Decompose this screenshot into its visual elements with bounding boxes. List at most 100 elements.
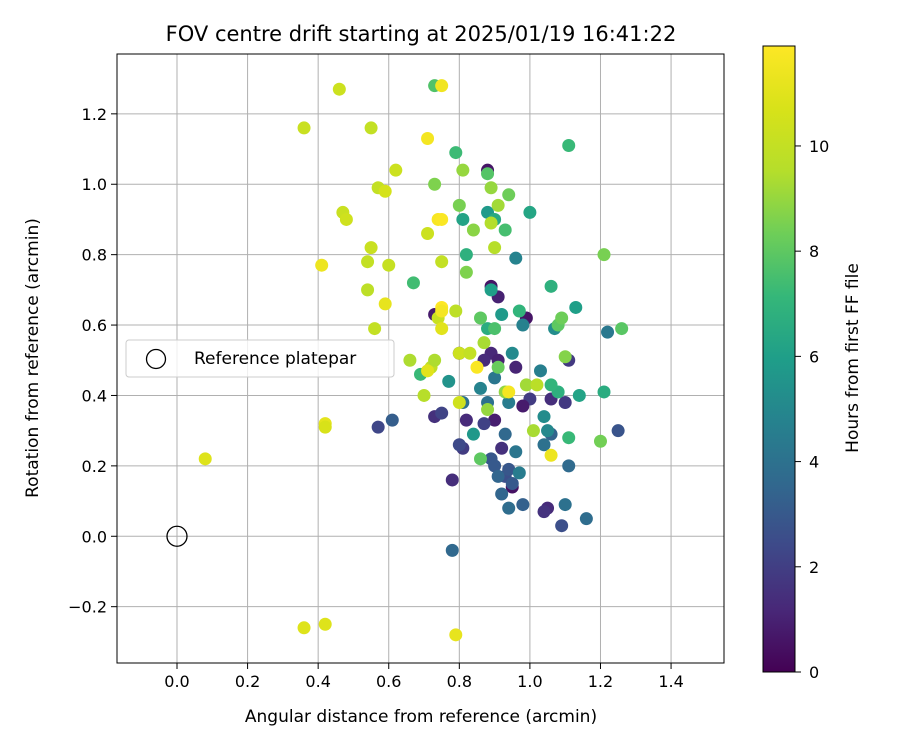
data-point xyxy=(466,223,480,237)
data-point xyxy=(449,146,463,160)
data-point xyxy=(435,406,449,420)
data-point xyxy=(615,322,629,336)
data-point xyxy=(456,163,470,177)
y-tick-label: 0.0 xyxy=(82,527,107,546)
data-point xyxy=(502,188,516,202)
data-point xyxy=(558,498,572,512)
data-point xyxy=(512,466,526,480)
data-point xyxy=(452,438,466,452)
reference-marker xyxy=(166,525,188,547)
data-point xyxy=(537,505,551,519)
data-point xyxy=(297,121,311,135)
data-point xyxy=(488,322,502,336)
data-point xyxy=(463,346,477,360)
data-point xyxy=(339,212,353,226)
data-point xyxy=(509,360,523,374)
data-point xyxy=(530,378,544,392)
legend: Reference platepar xyxy=(125,339,395,378)
data-point xyxy=(502,501,516,515)
data-point xyxy=(297,621,311,635)
data-point xyxy=(459,265,473,279)
data-point xyxy=(601,325,615,339)
data-point xyxy=(541,424,555,438)
data-point xyxy=(332,82,346,96)
data-point xyxy=(435,255,449,269)
data-point xyxy=(498,427,512,441)
data-point xyxy=(544,378,558,392)
data-point xyxy=(558,396,572,410)
data-point xyxy=(417,388,431,402)
data-point xyxy=(435,304,449,318)
data-points xyxy=(198,79,629,642)
data-point xyxy=(442,374,456,388)
data-point xyxy=(361,283,375,297)
data-point xyxy=(488,241,502,255)
data-point xyxy=(371,420,385,434)
data-point xyxy=(361,255,375,269)
data-point xyxy=(488,371,502,385)
data-point xyxy=(435,212,449,226)
data-point xyxy=(435,79,449,93)
colorbar-tick-label: 6 xyxy=(809,347,819,366)
data-point xyxy=(523,205,537,219)
chart-title: FOV centre drift starting at 2025/01/19 … xyxy=(166,22,677,46)
data-point xyxy=(484,216,498,230)
data-point xyxy=(470,360,484,374)
data-point xyxy=(537,410,551,424)
data-point xyxy=(579,512,593,526)
data-point xyxy=(509,445,523,459)
y-axis-label: Rotation from reference (arcmin) xyxy=(23,218,43,498)
data-point xyxy=(502,385,516,399)
colorbar xyxy=(762,45,796,673)
data-point xyxy=(466,427,480,441)
data-point xyxy=(378,184,392,198)
colorbar-tick-label: 8 xyxy=(809,242,819,261)
data-point xyxy=(572,388,586,402)
y-tick-label: 0.4 xyxy=(82,386,107,405)
data-point xyxy=(421,364,435,378)
data-point xyxy=(473,381,487,395)
data-point xyxy=(611,424,625,438)
data-point xyxy=(421,227,435,241)
y-axis-ticks: −0.2 0.0 0.2 0.4 0.6 0.8 1.0 1.2 xyxy=(68,105,117,617)
data-point xyxy=(569,300,583,314)
x-axis-label: Angular distance from reference (arcmin) xyxy=(245,707,597,727)
colorbar-tick-label: 10 xyxy=(809,137,829,156)
data-point xyxy=(555,519,569,533)
data-point xyxy=(406,276,420,290)
data-point xyxy=(481,167,495,181)
data-point xyxy=(364,121,378,135)
y-tick-label: 1.0 xyxy=(82,175,107,194)
data-point xyxy=(364,241,378,255)
data-point xyxy=(495,487,509,501)
data-point xyxy=(488,413,502,427)
data-point xyxy=(526,424,540,438)
data-point xyxy=(555,311,569,325)
data-point xyxy=(505,346,519,360)
legend-box xyxy=(125,339,395,378)
data-point xyxy=(491,198,505,212)
colorbar-label: Hours from first FF file xyxy=(843,263,863,453)
data-point xyxy=(421,131,435,145)
data-point xyxy=(516,498,530,512)
y-tick-label: −0.2 xyxy=(68,598,107,617)
data-point xyxy=(378,297,392,311)
colorbar-tick-label: 4 xyxy=(809,453,819,472)
data-point xyxy=(445,543,459,557)
data-point xyxy=(484,181,498,195)
data-point xyxy=(544,279,558,293)
data-point xyxy=(445,473,459,487)
data-point xyxy=(491,360,505,374)
y-tick-label: 0.8 xyxy=(82,246,107,265)
data-point xyxy=(533,364,547,378)
data-point xyxy=(449,628,463,642)
x-axis-ticks: 0.0 0.2 0.4 0.6 0.8 1.0 1.2 1.4 xyxy=(164,663,684,691)
data-point xyxy=(368,322,382,336)
x-tick-label: 1.4 xyxy=(658,672,683,691)
data-point xyxy=(544,448,558,462)
data-point xyxy=(509,251,523,265)
legend-label: Reference platepar xyxy=(194,349,356,369)
data-point xyxy=(593,434,607,448)
reference-point-marker xyxy=(166,525,188,547)
